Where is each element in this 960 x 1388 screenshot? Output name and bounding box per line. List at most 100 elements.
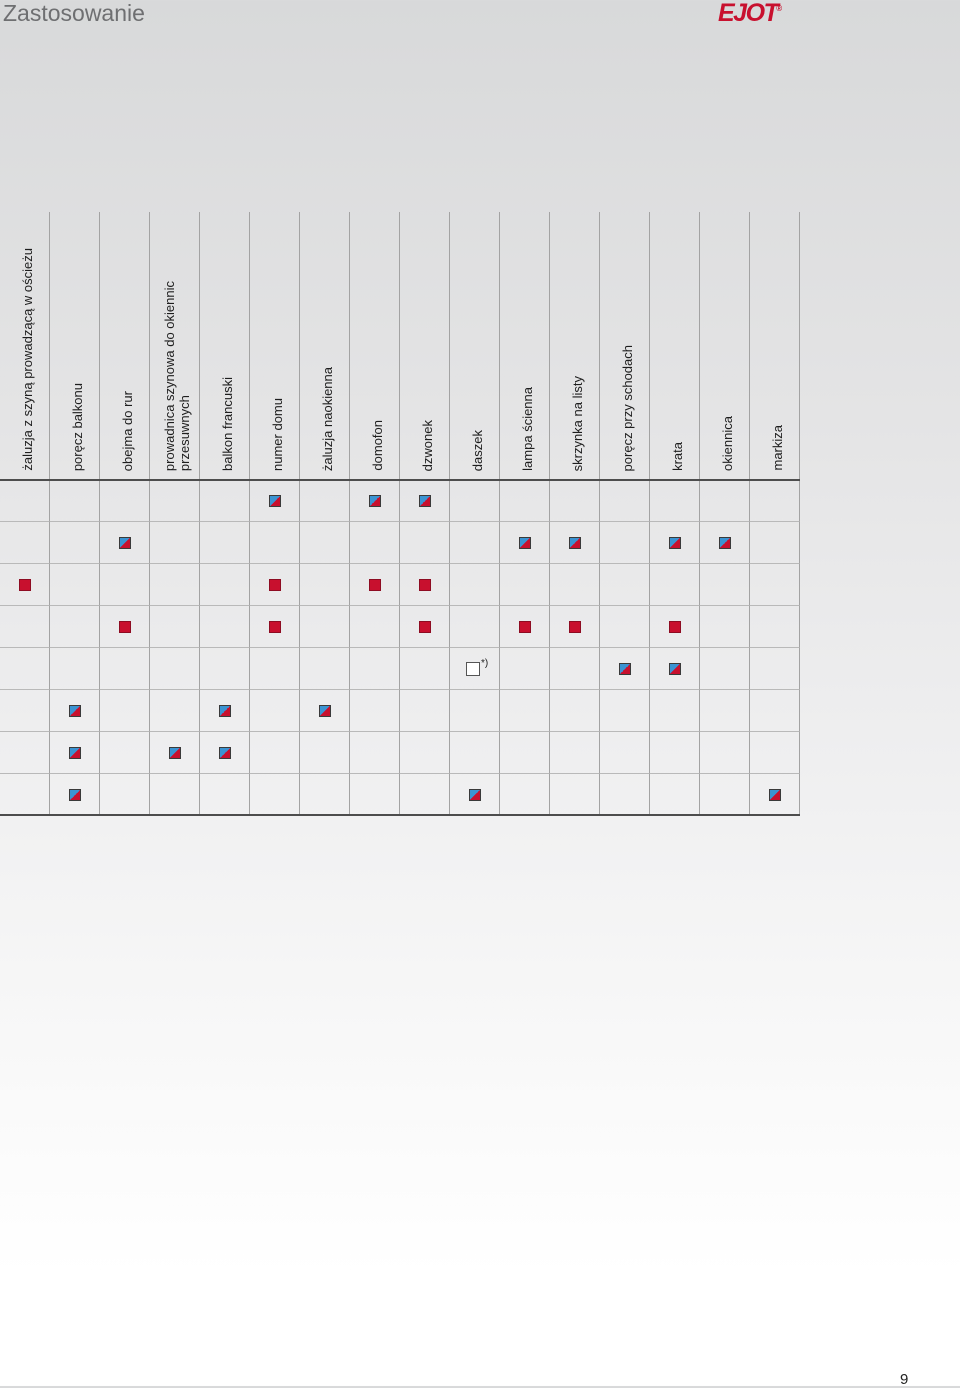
column-header: dzwonek xyxy=(400,212,450,480)
table-cell xyxy=(100,522,150,564)
table-cell xyxy=(450,690,500,732)
page-number: 9 xyxy=(900,1371,909,1388)
table-cell xyxy=(300,564,350,606)
table-cell xyxy=(150,774,200,816)
table-cell xyxy=(450,522,500,564)
split-square-icon xyxy=(168,746,181,759)
column-header-label: żaluzja naokienna xyxy=(319,366,335,471)
table-cell xyxy=(50,606,100,648)
table-cell xyxy=(750,690,800,732)
table-cell xyxy=(300,606,350,648)
table-cell xyxy=(100,564,150,606)
table-cell xyxy=(100,606,150,648)
table-cell xyxy=(400,522,450,564)
table-cell xyxy=(400,690,450,732)
table-cell xyxy=(250,774,300,816)
table-cell xyxy=(500,480,550,522)
table-cell xyxy=(650,564,700,606)
column-header: poręcz balkonu xyxy=(50,212,100,480)
table-cell xyxy=(450,564,500,606)
table-cell xyxy=(650,774,700,816)
table-cell xyxy=(600,648,650,690)
split-square-icon xyxy=(668,662,681,675)
table-cell xyxy=(500,564,550,606)
split-square-icon xyxy=(268,494,281,507)
table-cell xyxy=(250,480,300,522)
table-cell xyxy=(600,522,650,564)
table-cell xyxy=(550,564,600,606)
table-cell xyxy=(600,480,650,522)
column-header: lampa ścienna xyxy=(500,212,550,480)
red-square-icon xyxy=(518,620,531,633)
table-cell xyxy=(650,522,700,564)
column-header: obejma do rur xyxy=(100,212,150,480)
column-header: okiennica xyxy=(700,212,750,480)
column-header-label: dzwonek xyxy=(419,419,435,471)
table-cell xyxy=(100,732,150,774)
table-bottom-rule xyxy=(0,814,800,816)
table-cell xyxy=(300,480,350,522)
table-cell xyxy=(300,648,350,690)
table-cell xyxy=(750,774,800,816)
table-cell xyxy=(50,648,100,690)
table-cell xyxy=(350,522,400,564)
table-cell xyxy=(200,522,250,564)
ejot-logo: EJOT® xyxy=(718,1,783,26)
table-cell xyxy=(100,648,150,690)
table-cell xyxy=(200,732,250,774)
split-square-icon xyxy=(68,746,81,759)
table-cell xyxy=(500,648,550,690)
table-cell xyxy=(350,690,400,732)
split-square-icon xyxy=(68,704,81,717)
split-square-icon xyxy=(418,494,431,507)
table-cell xyxy=(200,774,250,816)
table-cell xyxy=(450,732,500,774)
column-header-label: numer domu xyxy=(269,398,285,471)
column-header-label: daszek xyxy=(469,429,485,471)
table-cell xyxy=(500,774,550,816)
table-cell xyxy=(550,606,600,648)
table-cell xyxy=(650,690,700,732)
red-square-icon xyxy=(368,578,381,591)
table-cell xyxy=(450,606,500,648)
table-cell xyxy=(400,732,450,774)
table-cell xyxy=(250,564,300,606)
table-cell xyxy=(550,648,600,690)
table-cell xyxy=(700,648,750,690)
column-header-label: obejma do rur xyxy=(119,390,135,471)
column-header-label: markiza xyxy=(769,425,785,471)
column-header-label: prowadnica szynowa do okiennic przesuwny… xyxy=(162,280,192,471)
table-cell xyxy=(700,732,750,774)
table-cell xyxy=(600,564,650,606)
table-cell xyxy=(100,480,150,522)
split-square-icon xyxy=(68,788,81,801)
table-cell xyxy=(200,480,250,522)
table-cell xyxy=(100,774,150,816)
empty-square-icon xyxy=(465,661,480,676)
split-square-icon xyxy=(668,536,681,549)
split-square-icon xyxy=(218,704,231,717)
split-square-icon xyxy=(718,536,731,549)
table-cell xyxy=(550,480,600,522)
registered-mark: ® xyxy=(776,4,783,13)
table-cell xyxy=(300,732,350,774)
table-cell xyxy=(550,774,600,816)
split-square-icon xyxy=(768,788,781,801)
table-cell xyxy=(350,732,400,774)
column-header-label: poręcz balkonu xyxy=(69,382,85,471)
table-cell xyxy=(700,480,750,522)
table-cell xyxy=(700,774,750,816)
table-cell xyxy=(400,648,450,690)
table-cell xyxy=(50,480,100,522)
table-cell xyxy=(750,732,800,774)
split-square-icon xyxy=(368,494,381,507)
column-header-label: poręcz przy schodach xyxy=(619,344,635,471)
column-header: numer domu xyxy=(250,212,300,480)
table-cell xyxy=(200,606,250,648)
table-cell xyxy=(500,690,550,732)
table-cell xyxy=(150,564,200,606)
column-header: domofon xyxy=(350,212,400,480)
table-cell xyxy=(200,690,250,732)
table-cell xyxy=(450,480,500,522)
red-square-icon xyxy=(418,620,431,633)
